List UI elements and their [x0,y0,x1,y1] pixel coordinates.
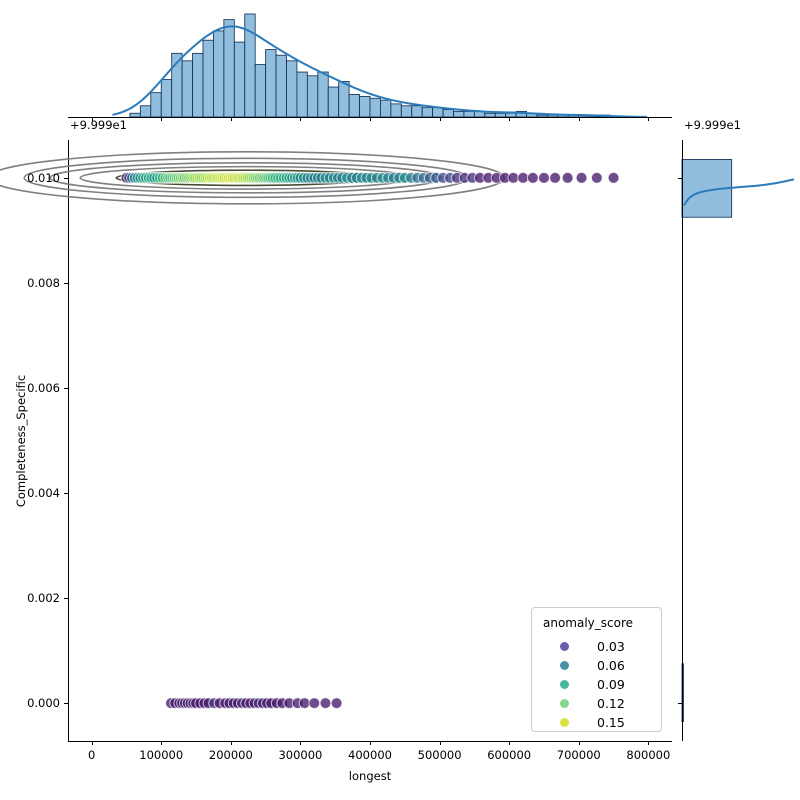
x-tick-label: 600000 [487,748,532,762]
x-tick [230,741,232,745]
top-marginal-x-tick [161,117,163,121]
legend-entry[interactable]: 0.12 [560,696,625,711]
x-tick [439,741,441,745]
right-marginal-offset-text: +9.999e1 [684,118,741,132]
y-tick [64,703,68,705]
x-tick [91,741,93,745]
kde-curve [683,178,795,206]
x-tick-label: 400000 [348,748,392,762]
y-tick-label: 0.004 [27,486,60,501]
x-tick [648,741,650,745]
y-tick [64,282,68,284]
top-marginal-plot [112,13,647,118]
kde-curve [112,25,647,118]
legend-entry[interactable]: 0.09 [560,677,625,692]
x-tick [578,741,580,745]
legend-marker-dot [560,642,569,651]
scatter-point [607,171,620,184]
scatter-point [575,171,588,184]
y-tick [64,493,68,495]
legend-entry-label: 0.06 [597,658,625,673]
top-marginal-x-tick [648,117,650,121]
scatter-point [517,171,529,184]
top-marginal-x-tick [300,117,302,121]
legend-entry-label: 0.12 [597,696,625,711]
scatter-point [538,171,550,184]
x-tick [300,741,302,745]
y-tick-label: 0.000 [27,696,60,711]
right-marginal-y-tick [678,177,682,179]
x-tick-label: 0 [87,748,96,762]
x-tick-label: 200000 [208,748,253,762]
legend-entry-label: 0.09 [597,677,625,692]
y-tick-label: 0.002 [27,591,60,606]
top-marginal-x-tick [509,117,511,121]
scatter-point [319,697,332,710]
legend-title: anomaly_score [543,616,634,630]
x-tick [161,741,163,745]
scatter-series-lower-cluster [165,697,343,710]
y-tick-label: 0.010 [27,170,60,185]
right-marginal-left-spine [682,140,683,741]
scatter-point [590,171,603,184]
x-tick [370,741,371,745]
legend-entry[interactable]: 0.06 [560,658,625,673]
y-tick [64,387,68,389]
main-y-axis-spine [68,140,69,741]
top-marginal-bars [129,13,611,118]
scatter-point [330,697,343,710]
scatter-point [298,697,311,710]
legend-marker-dot [560,661,569,670]
scatter-point [549,171,561,184]
x-tick-label: 100000 [139,748,184,762]
scatter-point [526,171,539,184]
y-tick-label: 0.008 [27,275,60,290]
top-marginal-x-tick [578,117,580,121]
scatter-point [507,171,520,184]
legend-marker-dot [560,680,569,689]
y-tick [64,177,68,179]
legend-entry[interactable]: 0.03 [560,639,625,654]
scatter-point [561,171,574,184]
top-marginal-x-tick [91,117,93,121]
legend-entry-label: 0.03 [597,639,625,654]
x-axis-label: longest [348,769,392,783]
x-tick-label: 800000 [626,748,671,762]
legend-marker-dot [560,718,569,727]
legend-entry[interactable]: 0.15 [560,715,625,730]
x-tick-label: 300000 [278,748,323,762]
top-marginal-x-tick [230,117,232,121]
x-tick-label: 700000 [556,748,601,762]
y-tick [64,598,68,600]
scatter-point [308,697,321,710]
right-marginal-y-tick [678,703,682,705]
legend-entry-label: 0.15 [597,715,625,730]
scatter-series-upper-cluster [120,171,620,184]
y-tick-label: 0.006 [27,380,60,395]
top-marginal-x-tick [439,117,441,121]
legend-box[interactable]: anomaly_score 0.03 0.06 0.09 0.12 0.15 [531,607,662,732]
y-axis-offset-text: +9.999e1 [70,118,127,132]
top-marginal-x-tick [370,117,371,121]
x-tick-label: 500000 [417,748,462,762]
legend-marker-dot [560,699,569,708]
x-tick [509,741,511,745]
